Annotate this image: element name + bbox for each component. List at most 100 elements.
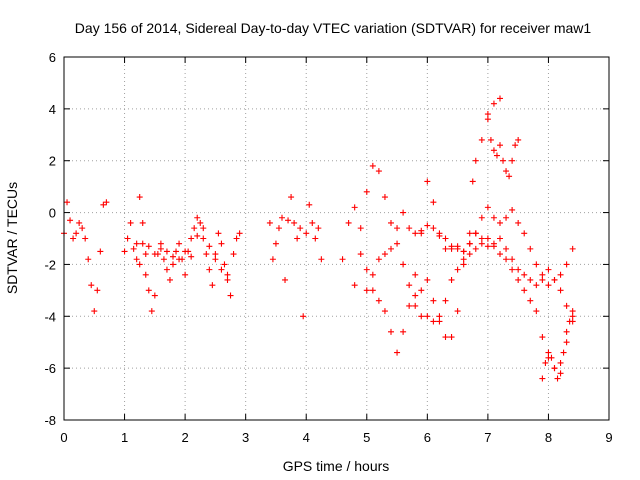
data-point — [67, 217, 74, 224]
data-point — [527, 276, 534, 283]
data-point — [512, 142, 519, 149]
data-point — [200, 225, 207, 232]
data-point — [493, 152, 500, 159]
data-point — [424, 276, 431, 283]
data-point — [412, 292, 419, 299]
data-point — [509, 206, 516, 213]
data-point — [133, 256, 140, 263]
data-point — [430, 318, 437, 325]
data-point — [303, 230, 310, 237]
data-point — [224, 276, 231, 283]
data-point — [282, 276, 289, 283]
data-point — [369, 271, 376, 278]
data-point — [221, 261, 228, 268]
data-point — [200, 235, 207, 242]
data-point — [460, 256, 467, 263]
data-point — [363, 266, 370, 273]
data-point — [151, 292, 158, 299]
data-point — [294, 235, 301, 242]
data-point — [472, 157, 479, 164]
data-point — [100, 201, 107, 208]
data-point — [194, 214, 201, 221]
data-point — [484, 235, 491, 242]
data-point — [209, 282, 216, 289]
data-point — [269, 256, 276, 263]
chart-title: Day 156 of 2014, Sidereal Day-to-day VTE… — [75, 20, 592, 36]
data-point — [121, 248, 128, 255]
data-point — [563, 339, 570, 346]
data-point — [557, 271, 564, 278]
data-point — [127, 219, 134, 226]
data-point — [484, 116, 491, 123]
data-point — [521, 287, 528, 294]
data-point — [394, 349, 401, 356]
data-point — [503, 214, 510, 221]
data-point — [478, 240, 485, 247]
data-point — [312, 235, 319, 242]
data-point — [539, 276, 546, 283]
data-point — [412, 230, 419, 237]
x-tick-label: 4 — [303, 430, 310, 445]
data-point — [509, 256, 516, 263]
x-tick-label: 6 — [424, 430, 431, 445]
data-point — [487, 136, 494, 143]
data-point — [375, 256, 382, 263]
data-point — [539, 271, 546, 278]
data-point — [442, 245, 449, 252]
y-tick-labels: -8 -6 -4 -2 0 2 4 6 — [44, 50, 56, 428]
data-point — [509, 157, 516, 164]
data-point — [436, 318, 443, 325]
data-point — [448, 334, 455, 341]
data-point — [182, 271, 189, 278]
data-point — [191, 225, 198, 232]
data-point — [160, 256, 167, 263]
y-tick-label: 0 — [49, 206, 56, 221]
data-point — [424, 313, 431, 320]
data-point — [466, 251, 473, 258]
data-point — [272, 240, 279, 247]
x-tick-label: 0 — [60, 430, 67, 445]
data-point — [490, 147, 497, 154]
data-point — [297, 225, 304, 232]
data-point — [503, 245, 510, 252]
data-point — [551, 276, 558, 283]
data-point — [454, 245, 461, 252]
y-tick-label: 2 — [49, 154, 56, 169]
data-point — [533, 308, 540, 315]
data-point — [460, 248, 467, 255]
data-point — [527, 297, 534, 304]
data-point — [351, 282, 358, 289]
data-point — [430, 297, 437, 304]
data-point — [430, 225, 437, 232]
data-point — [569, 245, 576, 252]
data-point — [418, 313, 425, 320]
data-point — [170, 261, 176, 268]
data-point — [460, 261, 467, 268]
data-point — [515, 219, 522, 226]
data-point — [233, 235, 240, 242]
data-point — [224, 271, 231, 278]
data-point — [173, 248, 180, 255]
data-point — [400, 209, 407, 216]
data-point — [551, 365, 558, 372]
data-point — [218, 240, 225, 247]
data-point — [490, 214, 497, 221]
data-points — [61, 95, 576, 382]
data-point — [206, 266, 213, 273]
data-point — [533, 282, 540, 289]
data-point — [515, 136, 522, 143]
x-tick-label: 3 — [242, 430, 249, 445]
data-point — [97, 248, 104, 255]
data-point — [345, 219, 352, 226]
data-point — [194, 232, 201, 239]
data-point — [469, 178, 476, 185]
data-point — [442, 235, 449, 242]
data-point — [73, 230, 80, 237]
data-point — [442, 334, 449, 341]
x-tick-label: 9 — [605, 430, 612, 445]
data-point — [85, 256, 92, 263]
data-point — [466, 240, 473, 247]
data-point — [497, 95, 503, 102]
